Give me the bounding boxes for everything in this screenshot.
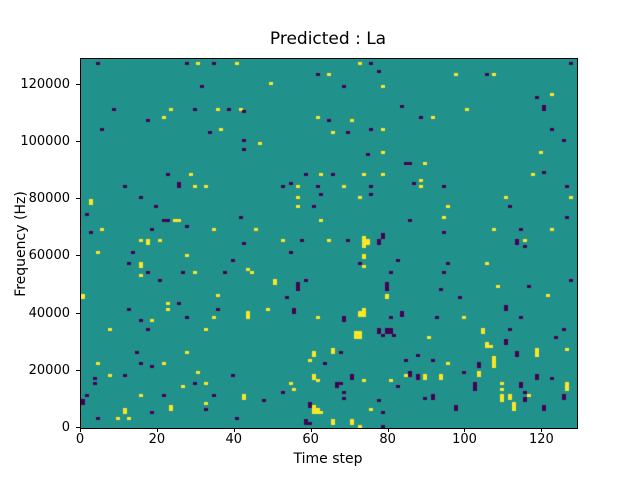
x-tick-mark bbox=[233, 428, 235, 432]
x-tick-label: 100 bbox=[452, 432, 477, 447]
heatmap-canvas bbox=[81, 59, 577, 428]
y-tick-mark bbox=[76, 83, 80, 85]
x-tick-mark bbox=[464, 428, 466, 432]
y-tick-label: 120000 bbox=[20, 76, 70, 92]
x-tick-label: 80 bbox=[379, 432, 396, 447]
y-tick-label: 80000 bbox=[28, 191, 70, 207]
y-tick-mark bbox=[76, 140, 80, 142]
y-tick-mark bbox=[76, 255, 80, 257]
y-tick-label: 100000 bbox=[20, 133, 70, 149]
x-tick-label: 0 bbox=[75, 432, 85, 447]
heatmap-plot bbox=[80, 58, 578, 429]
y-tick-label: 20000 bbox=[28, 362, 70, 378]
x-tick-label: 60 bbox=[302, 432, 319, 447]
y-tick-label: 40000 bbox=[28, 305, 70, 321]
y-tick-mark bbox=[76, 369, 80, 371]
x-tick-mark bbox=[387, 428, 389, 432]
x-tick-mark bbox=[541, 428, 543, 432]
x-tick-mark bbox=[310, 428, 312, 432]
y-tick-mark bbox=[76, 427, 80, 428]
x-tick-label: 20 bbox=[148, 432, 166, 447]
y-tick-mark bbox=[76, 312, 80, 314]
x-tick-mark bbox=[156, 428, 158, 432]
x-tick-label: 120 bbox=[528, 432, 554, 447]
y-tick-label: 60000 bbox=[28, 248, 70, 264]
x-tick-mark bbox=[80, 428, 81, 432]
x-tick-label: 40 bbox=[225, 432, 243, 447]
y-tick-label: 0 bbox=[61, 420, 70, 435]
chart-title: Predicted : La bbox=[269, 29, 387, 49]
y-tick-mark bbox=[76, 198, 80, 200]
x-axis-label: Time step bbox=[293, 451, 363, 467]
